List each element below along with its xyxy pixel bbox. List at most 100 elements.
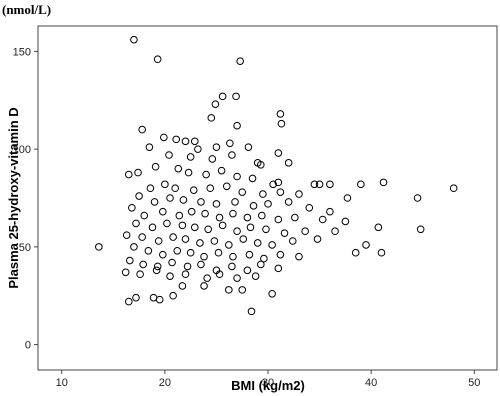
data-point [168,258,176,267]
data-point [215,270,224,279]
data-point [169,291,177,300]
data-point [246,223,255,232]
data-point [207,114,216,122]
data-point [217,166,226,175]
data-point [181,137,190,146]
data-point [238,188,247,196]
data-point [276,250,285,259]
data-point [166,272,174,280]
data-point [128,203,136,212]
data-point [150,198,159,206]
data-point [274,178,283,187]
data-point [190,137,199,146]
data-point [200,252,208,261]
data-point [201,209,209,218]
data-point [239,235,248,243]
data-point [152,266,161,275]
data-point [249,202,258,210]
data-point [206,184,215,193]
data-point [413,194,422,202]
data-point [186,153,195,161]
data-point [233,172,241,181]
data-point [268,241,276,249]
data-point [243,266,252,275]
data-point [218,221,227,230]
data-point [295,190,303,198]
data-point [121,268,130,277]
data-point [277,119,286,128]
data-point [280,229,289,237]
data-point [301,227,309,236]
data-point [284,159,293,167]
data-point [351,248,360,257]
data-point [276,110,285,118]
data-point [183,262,192,271]
data-point [341,217,350,226]
data-point [212,143,221,151]
data-point [212,200,221,208]
data-point [136,270,144,279]
data-point [187,207,196,216]
data-point [171,184,179,193]
data-point [288,237,297,245]
data-point [181,270,190,279]
data-point [184,168,193,177]
data-point [186,248,195,257]
data-point [169,233,177,241]
data-point [159,250,167,259]
data-point [260,254,268,263]
data-point [377,248,386,257]
x-tick-label: 20 [159,377,171,389]
data-point [163,219,171,228]
data-point [291,213,299,222]
data-point [244,143,253,151]
data-point [95,243,103,251]
data-point [154,237,163,245]
x-tick-label: 40 [365,377,377,389]
data-point [210,237,219,245]
data-point [313,235,322,243]
data-point [124,297,133,306]
data-point [305,203,314,212]
data-point [153,262,162,271]
data-point [139,260,148,269]
data-point [203,274,211,282]
data-point [416,225,425,234]
data-point [274,149,283,157]
data-point [197,198,205,206]
data-point [222,182,231,191]
data-point [247,307,256,316]
data-point [233,121,241,130]
data-point [231,198,239,206]
data-point [132,293,140,302]
data-point [165,151,173,159]
data-point [248,174,257,183]
data-point [166,194,174,202]
data-point [148,223,157,232]
data-point [124,170,133,179]
data-point [218,92,227,101]
data-point [126,256,134,265]
data-point [140,211,149,220]
data-point [229,252,237,261]
data-point [202,170,210,179]
data-point [173,246,182,255]
data-point [274,215,283,224]
data-point [357,180,365,189]
data-point [225,241,233,249]
data-point [326,180,334,189]
data-point [161,180,169,189]
data-point [268,289,276,298]
data-point [130,35,138,44]
y-tick-label: 100 [13,144,31,156]
data-point [233,274,241,282]
data-point [229,209,237,218]
y-tick-label: 50 [19,242,31,254]
data-point [318,215,327,224]
y-tick-label: 150 [13,46,31,58]
plot-frame [37,25,498,371]
data-point [144,246,153,255]
data-point [362,241,370,249]
data-point [245,250,254,259]
